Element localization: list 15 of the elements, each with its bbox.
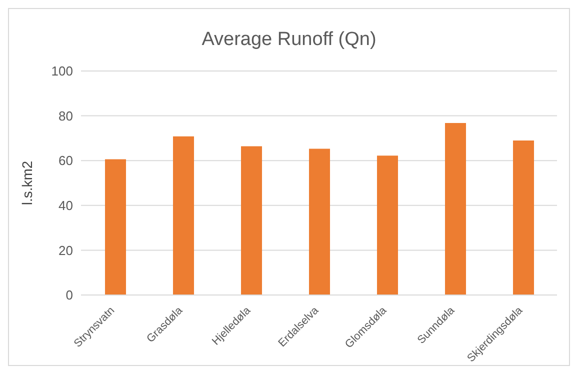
chart-title: Average Runoff (Qn) (200, 29, 378, 51)
y-tick-label: 100 (51, 64, 73, 79)
bar (377, 156, 398, 295)
bar (513, 140, 534, 295)
y-tick-label: 0 (66, 288, 73, 303)
bar (445, 122, 466, 295)
bar (173, 136, 194, 295)
bar (105, 159, 126, 295)
y-tick-label: 40 (58, 198, 73, 214)
bar (241, 146, 262, 295)
y-tick-label: 80 (58, 108, 73, 124)
y-tick-label: 60 (58, 153, 73, 168)
y-axis-title: l.s.km2 (18, 160, 35, 206)
bar (309, 148, 330, 295)
y-tick-label: 20 (58, 242, 73, 258)
